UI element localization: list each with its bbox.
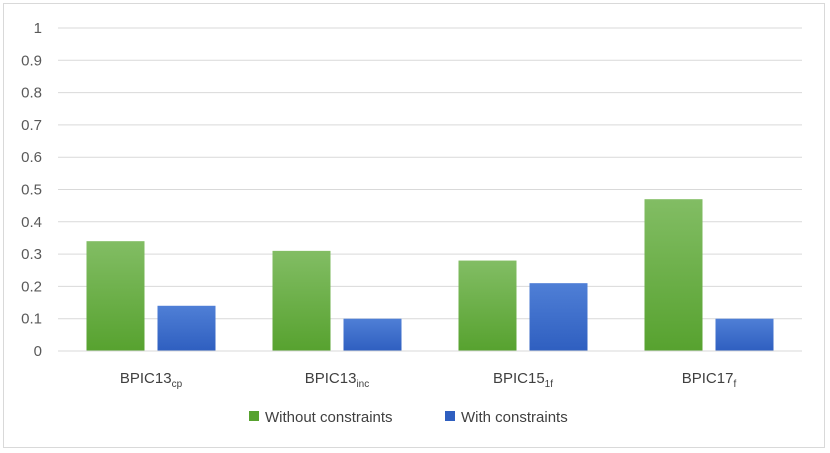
- y-tick-label: 1: [34, 20, 42, 37]
- category-subscript-text: cp: [172, 379, 183, 390]
- y-tick-label: 0.5: [21, 182, 42, 199]
- bar-with-constraints-4: [715, 318, 774, 351]
- bar-with-constraints-3: [529, 283, 588, 351]
- x-category-label: BPIC13inc: [305, 370, 370, 390]
- y-tick-label: 0.1: [21, 311, 42, 328]
- legend-label: Without constraints: [265, 409, 393, 426]
- y-tick-label: 0: [34, 343, 42, 360]
- x-category-label: BPIC17f: [682, 370, 737, 390]
- category-base-text: BPIC13: [305, 370, 357, 387]
- x-category-label: BPIC13cp: [120, 370, 183, 390]
- y-tick-label: 0.4: [21, 214, 42, 231]
- category-subscript-text: f: [733, 379, 736, 390]
- category-base-text: BPIC13: [120, 370, 172, 387]
- legend: Without constraints With constraints: [249, 409, 568, 426]
- x-axis-category-labels: BPIC13cp BPIC13inc BPIC151f BPIC17f: [120, 370, 737, 390]
- bar-with-constraints-1: [157, 305, 216, 351]
- bar-without-constraints-3: [458, 260, 517, 351]
- y-tick-label: 0.8: [21, 85, 42, 102]
- y-tick-label: 0.2: [21, 278, 42, 295]
- y-tick-label: 0.3: [21, 246, 42, 263]
- y-axis-tick-labels: 0 0.1 0.2 0.3 0.4 0.5 0.6 0.7 0.8 0.9 1: [21, 20, 42, 360]
- category-base-text: BPIC15: [493, 370, 545, 387]
- category-subscript-text: 1f: [545, 379, 554, 390]
- bars: [86, 199, 774, 351]
- category-base-text: BPIC17: [682, 370, 734, 387]
- bar-without-constraints-1: [86, 241, 145, 351]
- y-tick-label: 0.6: [21, 149, 42, 166]
- bar-without-constraints-4: [644, 199, 703, 351]
- bar-with-constraints-2: [343, 318, 402, 351]
- y-tick-label: 0.9: [21, 52, 42, 69]
- bar-without-constraints-2: [272, 250, 331, 351]
- legend-swatch: [445, 411, 455, 421]
- x-category-label: BPIC151f: [493, 370, 553, 390]
- legend-label: With constraints: [461, 409, 568, 426]
- category-subscript-text: inc: [356, 379, 369, 390]
- legend-swatch: [249, 411, 259, 421]
- y-tick-label: 0.7: [21, 117, 42, 134]
